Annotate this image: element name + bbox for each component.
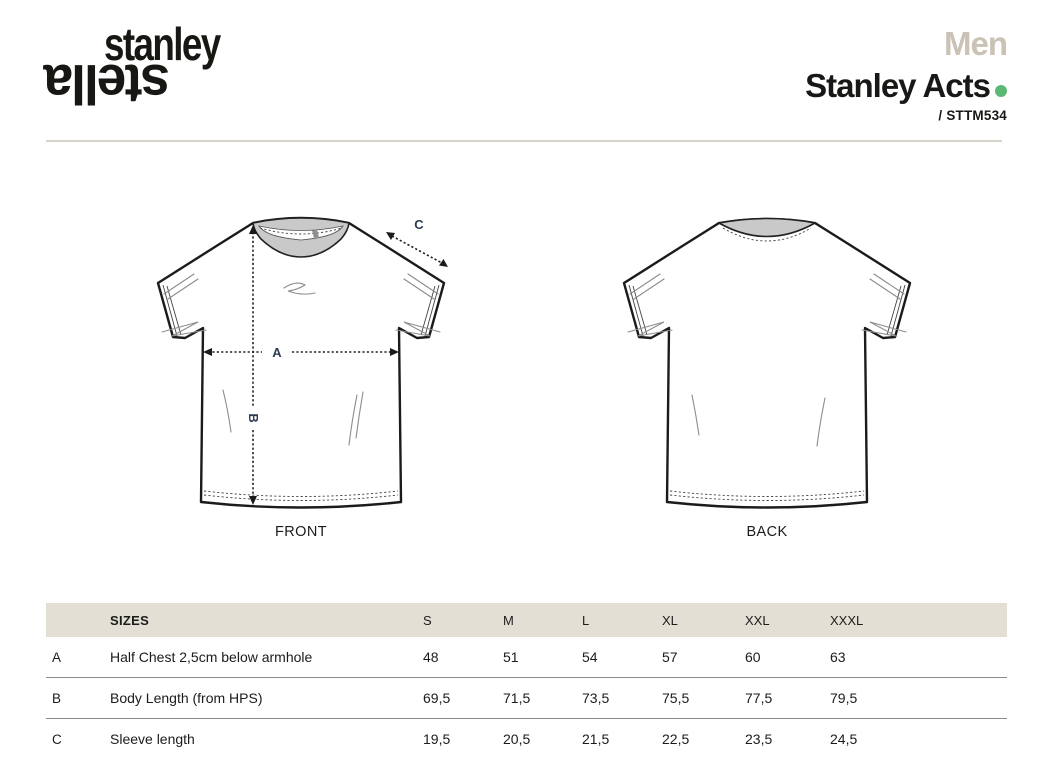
- sleeve-creases: [163, 273, 439, 300]
- chest-fold: [283, 282, 316, 295]
- size-value-cell: 71,5: [503, 690, 531, 706]
- size-value-cell: 54: [582, 649, 598, 665]
- size-value-cell: 22,5: [662, 731, 690, 747]
- size-col-header: S: [423, 612, 432, 628]
- size-value-cell: 69,5: [423, 690, 451, 706]
- row-letter: B: [52, 690, 62, 706]
- logo-word-stella-rotated: stella: [45, 53, 170, 116]
- header-divider: [46, 140, 1002, 142]
- size-col-header: XL: [662, 612, 678, 628]
- table-row: B Body Length (from HPS) 69,5 71,5 73,5 …: [46, 677, 1007, 718]
- product-code: / STTM534: [938, 108, 1007, 124]
- size-value-cell: 48: [423, 649, 439, 665]
- product-title: Stanley Acts: [805, 66, 1007, 104]
- green-dot-icon: [995, 84, 1007, 97]
- neck-label: [312, 229, 320, 240]
- size-value-cell: 23,5: [745, 731, 773, 747]
- size-col-header: M: [503, 612, 514, 628]
- back-neck-stitching: [722, 227, 812, 242]
- size-value-cell: 75,5: [662, 690, 690, 706]
- category-label: Men: [944, 25, 1008, 62]
- size-value-cell: 73,5: [582, 690, 610, 706]
- size-col-header: XXXL: [830, 612, 864, 628]
- size-col-header: L: [582, 612, 590, 628]
- size-value-cell: 51: [503, 649, 519, 665]
- size-value-cell: 19,5: [423, 731, 451, 747]
- masthead: Men Stanley Acts / STTM534: [805, 25, 1008, 124]
- collar-inner: [258, 225, 344, 241]
- body-creases: [691, 394, 826, 447]
- logo-word-stanley: stanley: [104, 18, 221, 70]
- table-row: A Half Chest 2,5cm below armhole 48 51 5…: [46, 637, 1007, 677]
- header-title: SIZES: [110, 612, 150, 628]
- collar-stitching: [259, 227, 343, 235]
- size-value-cell: 79,5: [830, 690, 858, 706]
- size-table: SIZES S M L XL XXL XXXL A Half Chest 2,5…: [46, 603, 1007, 759]
- measure-arrow-b: B: [246, 225, 261, 505]
- armpit-folds: [627, 321, 907, 337]
- measure-label-a: A: [272, 345, 282, 360]
- hem-stitching: [203, 490, 399, 501]
- front-tee-diagram: B A C: [156, 216, 448, 509]
- row-letter: C: [52, 731, 62, 747]
- cuff-stitching: [162, 284, 440, 337]
- size-value-cell: 24,5: [830, 731, 858, 747]
- armpit-folds: [161, 321, 441, 337]
- row-label: Half Chest 2,5cm below armhole: [110, 649, 313, 665]
- front-caption: FRONT: [275, 524, 327, 540]
- measure-label-b: B: [246, 413, 261, 422]
- back-caption: BACK: [746, 524, 788, 540]
- table-header-row: SIZES S M L XL XXL XXXL: [46, 603, 1007, 637]
- measure-label-c: C: [414, 217, 424, 232]
- size-value-cell: 20,5: [503, 731, 531, 747]
- size-value-cell: 60: [745, 649, 761, 665]
- size-value-cell: 21,5: [582, 731, 610, 747]
- brand-logo: stanley stella: [40, 18, 270, 124]
- sleeve-creases: [629, 273, 905, 300]
- row-letter: A: [52, 649, 62, 665]
- size-value-cell: 77,5: [745, 690, 773, 706]
- table-row: C Sleeve length 19,5 20,5 21,5 22,5 23,5…: [46, 718, 1007, 759]
- cuff-stitching: [628, 284, 906, 337]
- tee-outline: [622, 217, 912, 509]
- product-name: Stanley Acts: [805, 66, 991, 104]
- back-tee-diagram: [622, 217, 912, 509]
- tee-outline: [156, 216, 446, 509]
- size-value-cell: 57: [662, 649, 678, 665]
- body-creases: [222, 389, 364, 446]
- size-col-header: XXL: [745, 612, 770, 628]
- back-collar-band: [716, 217, 818, 238]
- measure-arrow-a: A: [203, 345, 399, 360]
- hem-stitching: [669, 490, 865, 501]
- row-label: Body Length (from HPS): [110, 690, 263, 706]
- size-value-cell: 63: [830, 649, 846, 665]
- row-label: Sleeve length: [110, 731, 195, 747]
- measure-arrow-c: C: [386, 217, 448, 267]
